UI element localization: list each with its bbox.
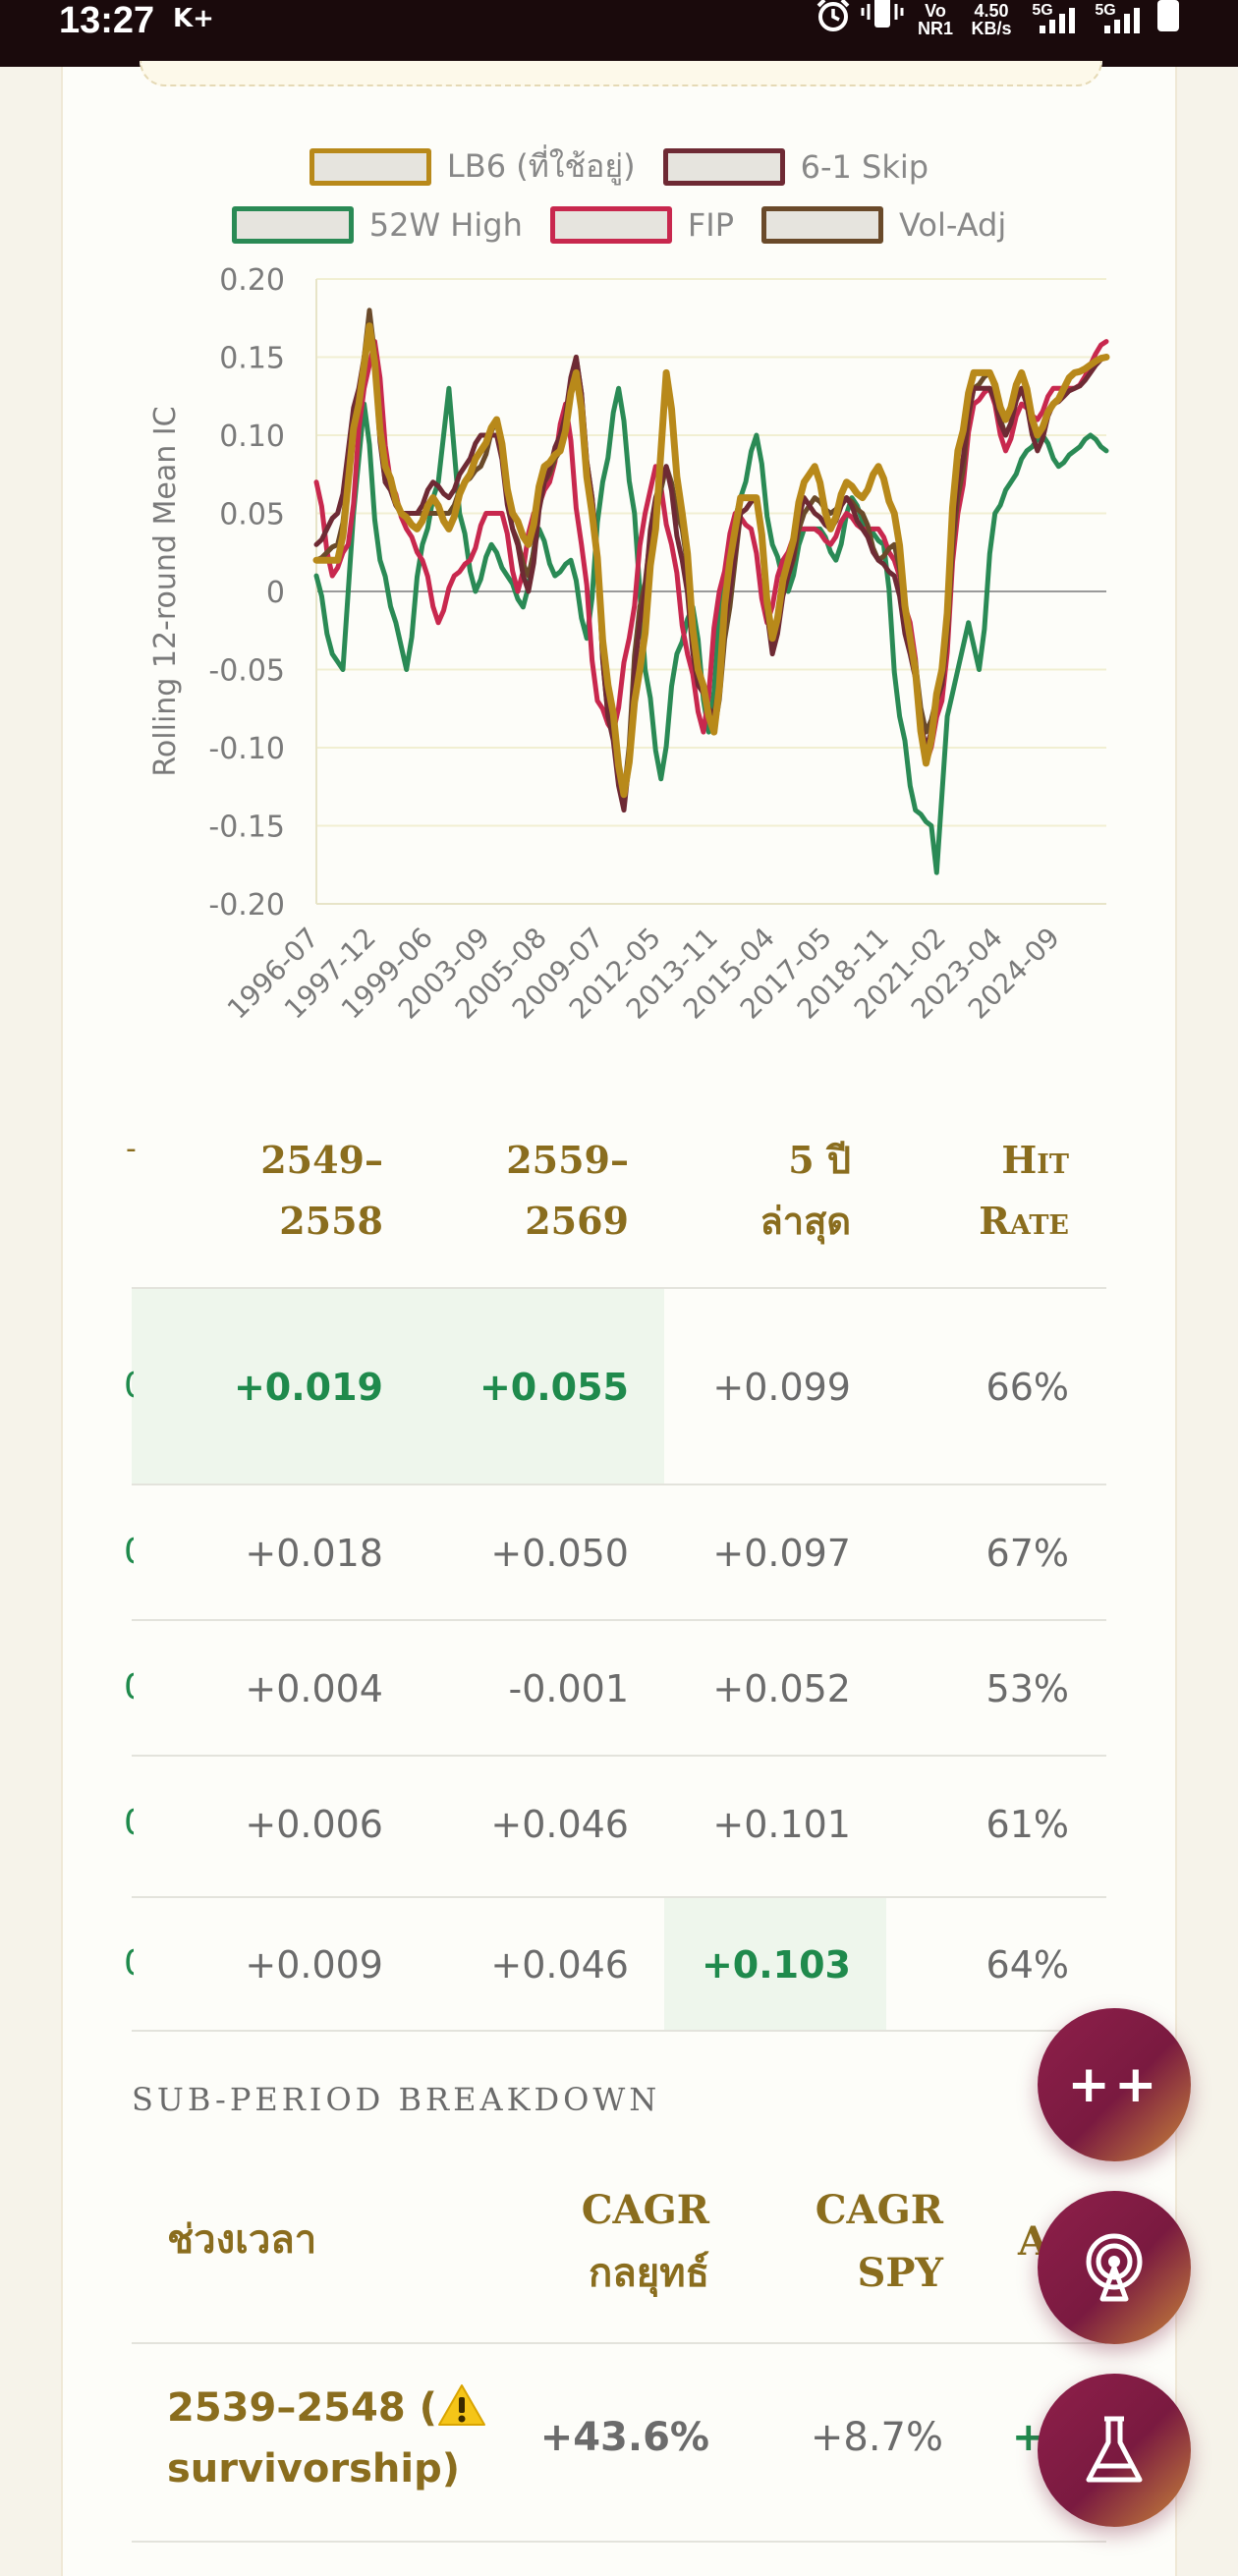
legend-item-6-1-skip[interactable]: 6-1 Skip <box>662 141 929 192</box>
table-cell: +0.006 <box>245 1803 383 1846</box>
col-header-5-years[interactable]: 5 ปี ล่าสุด <box>760 1138 852 1243</box>
signal-icon-2 <box>1104 8 1140 33</box>
network-label-5g-2: 5G <box>1095 2 1116 19</box>
clipped-cell: 0 <box>124 1803 134 1843</box>
legend-label: 52W High <box>368 206 523 244</box>
period-note: survivorship) <box>167 2446 460 2492</box>
y-axis-label: Rolling 12-round Mean IC <box>148 406 183 776</box>
table-cell: +0.099 <box>712 1366 851 1409</box>
table-cell: 67% <box>985 1532 1069 1575</box>
y-tick-label: 0.05 <box>219 498 285 532</box>
table-cell: +0.004 <box>245 1667 383 1710</box>
table-cell: +0.050 <box>490 1532 629 1575</box>
clipped-cell: 0 <box>124 1366 134 1406</box>
sub-period-row-label: 2539–2548 ( survivorship) <box>167 2378 486 2499</box>
compare-label: ++ <box>1067 2055 1161 2114</box>
y-tick-label: 0.15 <box>219 342 285 376</box>
legend-label: Vol-Adj <box>898 206 1007 244</box>
table-cell: +0.019 <box>233 1366 383 1409</box>
col-header-hit-rate[interactable]: Hit Rate <box>979 1138 1069 1243</box>
legend-swatch <box>662 147 785 186</box>
col-header-2559-2569[interactable]: 2559– 2569 <box>506 1138 629 1243</box>
carrier-badge: K+ <box>173 4 214 33</box>
table-cell: 66% <box>985 1366 1069 1409</box>
lab-fab-button[interactable] <box>1038 2374 1191 2527</box>
divider <box>132 2541 1106 2543</box>
y-tick-label: 0.10 <box>219 420 285 454</box>
table-cell: +0.055 <box>478 1366 629 1409</box>
divider <box>132 2342 1106 2344</box>
cagr-spy-value: +8.7% <box>810 2415 943 2460</box>
col-header-2549-2558[interactable]: 2549– 2558 <box>260 1138 383 1243</box>
network-label-5g-1: 5G <box>1032 2 1053 19</box>
table-cell: 53% <box>985 1667 1069 1710</box>
chart-legend-row-1: LB6 (ที่ใช้อยู่) 6-1 Skip <box>0 141 1238 192</box>
signal-icon-1 <box>1040 8 1075 33</box>
compare-fab-button[interactable]: ++ <box>1038 2008 1191 2161</box>
clipped-cell: 0 <box>124 1667 134 1708</box>
period-text: 2539–2548 ( <box>167 2385 437 2431</box>
legend-label: FIP <box>687 206 734 244</box>
table-cell: +0.052 <box>712 1667 851 1710</box>
legend-item-vol-adj[interactable]: Vol-Adj <box>760 206 1007 244</box>
col-header-cagr-strategy[interactable]: CAGR กลยุทธ์ <box>581 2187 709 2296</box>
clipped-header: - <box>126 1132 137 1166</box>
col-header-period[interactable]: ช่วงเวลา <box>167 2216 317 2263</box>
table-cell: +0.101 <box>712 1803 851 1846</box>
cagr-strategy-value: +43.6% <box>539 2415 709 2460</box>
table-row: 0 +0.009 +0.046 +0.103 64% <box>124 1896 1106 2030</box>
y-tick-label: 0.20 <box>219 263 285 298</box>
table-cell: +0.103 <box>701 1943 851 1987</box>
flask-icon <box>1086 2416 1143 2483</box>
legend-label: LB6 (ที่ใช้อยู่) <box>446 147 636 185</box>
legend-swatch <box>231 206 354 244</box>
legend-item-lb6[interactable]: LB6 (ที่ใช้อยู่) <box>309 141 636 192</box>
table-cell: +0.046 <box>490 1943 629 1987</box>
warning-icon <box>437 2384 485 2426</box>
battery-icon <box>1157 0 1179 31</box>
ic-line-chart: 0.200.150.100.050-0.05-0.10-0.15-0.20 19… <box>148 263 1110 1026</box>
alarm-icon <box>816 0 850 31</box>
highlight-bg <box>132 1287 664 1484</box>
highlight-bg <box>664 1896 886 2030</box>
table-bottom-border <box>132 2030 1106 2032</box>
table-row: 0 +0.004 -0.001 +0.052 53% <box>124 1619 1106 1755</box>
clipped-cell: 0 <box>124 1532 134 1572</box>
status-bar: 13:27 K+ Vo NR1 4.50 KB/s 5G 5G <box>0 0 1238 67</box>
table-cell: 61% <box>985 1803 1069 1846</box>
y-tick-label: 0 <box>266 576 285 610</box>
legend-label: 6-1 Skip <box>800 147 929 186</box>
y-tick-label: -0.15 <box>208 811 285 845</box>
y-tick-label: -0.20 <box>208 888 285 923</box>
y-tick-label: -0.05 <box>208 654 285 689</box>
table-cell: +0.097 <box>712 1532 851 1575</box>
card-top-panel <box>140 61 1102 86</box>
table-cell: +0.009 <box>245 1943 383 1987</box>
y-tick-label: -0.10 <box>208 732 285 766</box>
sub-period-title: SUB-PERIOD BREAKDOWN <box>132 2081 661 2118</box>
table-row: 0 +0.019 +0.055 +0.099 66% <box>124 1287 1106 1484</box>
series-line-1 <box>312 322 1110 799</box>
table-cell: +0.046 <box>490 1803 629 1846</box>
table-row: 0 +0.006 +0.046 +0.101 61% <box>124 1755 1106 1890</box>
network-label-nr: Vo NR1 <box>917 1 953 38</box>
table-cell: -0.001 <box>508 1667 630 1710</box>
radar-icon <box>1086 2233 1143 2302</box>
series-line-4 <box>313 339 1109 766</box>
legend-swatch <box>549 206 672 244</box>
vibrate-icon <box>861 0 904 28</box>
chart-legend-row-2: 52W High FIP Vol-Adj <box>0 206 1238 244</box>
table-cell: 64% <box>985 1943 1069 1987</box>
table-row: 0 +0.018 +0.050 +0.097 67% <box>124 1484 1106 1619</box>
status-time: 13:27 <box>59 0 155 41</box>
legend-swatch <box>309 147 431 186</box>
radar-fab-button[interactable] <box>1038 2191 1191 2344</box>
legend-item-fip[interactable]: FIP <box>549 206 734 244</box>
clipped-cell: 0 <box>124 1943 134 1984</box>
legend-swatch <box>760 206 883 244</box>
network-speed: 4.50 KB/s <box>971 1 1012 38</box>
table-cell: +0.018 <box>245 1532 383 1575</box>
col-header-cagr-spy[interactable]: CAGR SPY <box>815 2187 943 2296</box>
legend-item-52w-high[interactable]: 52W High <box>231 206 523 244</box>
